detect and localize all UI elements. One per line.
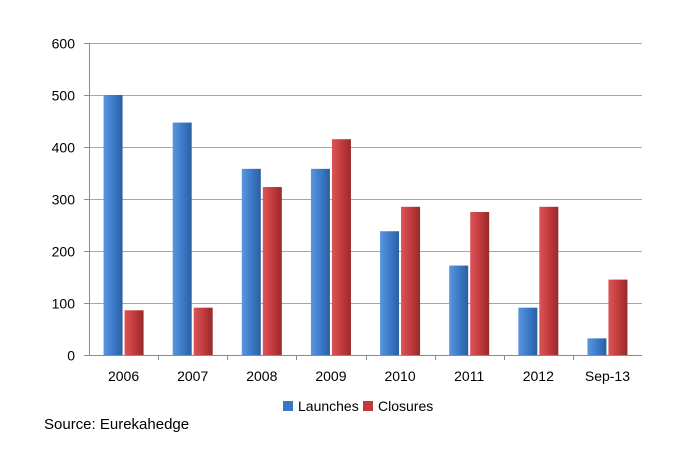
bar-closures [401, 206, 421, 355]
x-tick-label: 2008 [246, 368, 277, 384]
y-tick-label: 0 [67, 348, 75, 364]
x-tick-label: 2009 [315, 368, 346, 384]
legend-swatch-launches [283, 401, 293, 411]
bar-launches [587, 338, 607, 355]
axes: 0 100 200 300 400 500 600 2006 2007 2008 2009 2010 2… [52, 36, 642, 384]
bar-launches [518, 307, 538, 355]
x-tick-label: 2007 [177, 368, 208, 384]
bar-closures [193, 307, 213, 355]
bar-launches [103, 95, 123, 355]
x-tick-label: 2010 [384, 368, 415, 384]
bar-closures [262, 187, 282, 355]
source-note: Source: Eurekahedge [44, 416, 190, 433]
x-tick-label: 2012 [523, 368, 554, 384]
bar-launches [310, 168, 330, 355]
bar-closures [608, 279, 628, 355]
bar-closures [124, 310, 144, 355]
bar-closures [470, 212, 490, 355]
x-tick-label: Sep-13 [585, 368, 630, 384]
bar-launches [449, 265, 469, 355]
bar-launches [241, 168, 261, 355]
y-tick-label: 300 [52, 192, 76, 208]
y-tick-label: 400 [52, 140, 76, 156]
bar-launches [172, 122, 192, 355]
x-tick-label: 2006 [108, 368, 139, 384]
bars [103, 95, 628, 355]
bar-closures [331, 139, 351, 355]
legend-label-closures: Closures [378, 398, 433, 414]
bar-launches [380, 231, 400, 355]
legend-swatch-closures [363, 401, 373, 411]
legend: Launches Closures [283, 398, 433, 414]
legend-label-launches: Launches [298, 398, 359, 414]
y-tick-label: 100 [52, 296, 76, 312]
gridlines [89, 43, 642, 304]
y-tick-label: 200 [52, 244, 76, 260]
x-tick-label: 2011 [454, 368, 484, 384]
y-tick-label: 600 [52, 36, 76, 52]
y-tick-label: 500 [52, 88, 76, 104]
bar-closures [539, 206, 559, 355]
